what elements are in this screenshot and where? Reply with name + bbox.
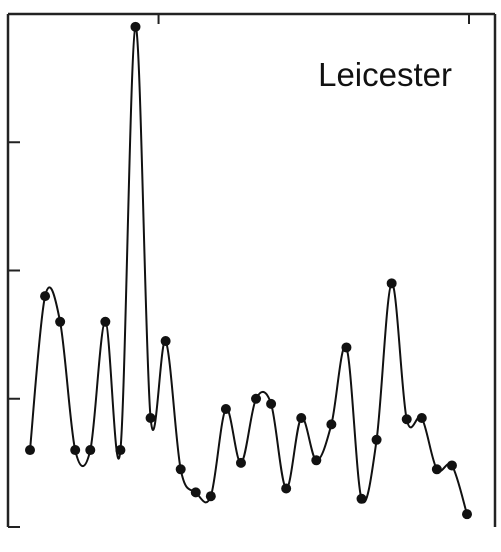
data-point-18	[296, 412, 307, 423]
data-point-9	[160, 336, 171, 347]
data-point-8	[145, 412, 156, 423]
data-point-14	[235, 457, 246, 468]
data-point-20	[326, 419, 337, 430]
data-point-21	[341, 342, 352, 353]
data-point-4	[85, 445, 96, 456]
data-point-1	[40, 291, 51, 302]
data-point-22	[356, 493, 367, 504]
data-point-28	[446, 460, 457, 471]
series-line	[29, 25, 468, 516]
data-point-16	[266, 398, 277, 409]
data-point-11	[190, 487, 201, 498]
data-point-6	[115, 445, 126, 456]
data-point-23	[371, 434, 382, 445]
data-point-7	[130, 21, 141, 32]
data-point-17	[281, 483, 292, 494]
data-point-25	[401, 414, 412, 425]
panel-annotation: Leicester	[318, 56, 452, 93]
data-point-15	[251, 393, 262, 404]
axes	[6, 12, 497, 528]
data-point-29	[462, 509, 472, 520]
data-points	[25, 21, 472, 520]
data-point-2	[55, 316, 66, 327]
data-point-19	[311, 455, 322, 466]
data-point-27	[431, 464, 442, 475]
data-point-3	[70, 445, 81, 456]
data-point-26	[416, 412, 427, 423]
data-point-13	[220, 404, 231, 415]
data-point-10	[175, 464, 186, 475]
data-point-12	[205, 491, 216, 502]
data-point-5	[100, 316, 111, 327]
data-point-0	[25, 445, 35, 456]
data-point-24	[386, 278, 397, 289]
